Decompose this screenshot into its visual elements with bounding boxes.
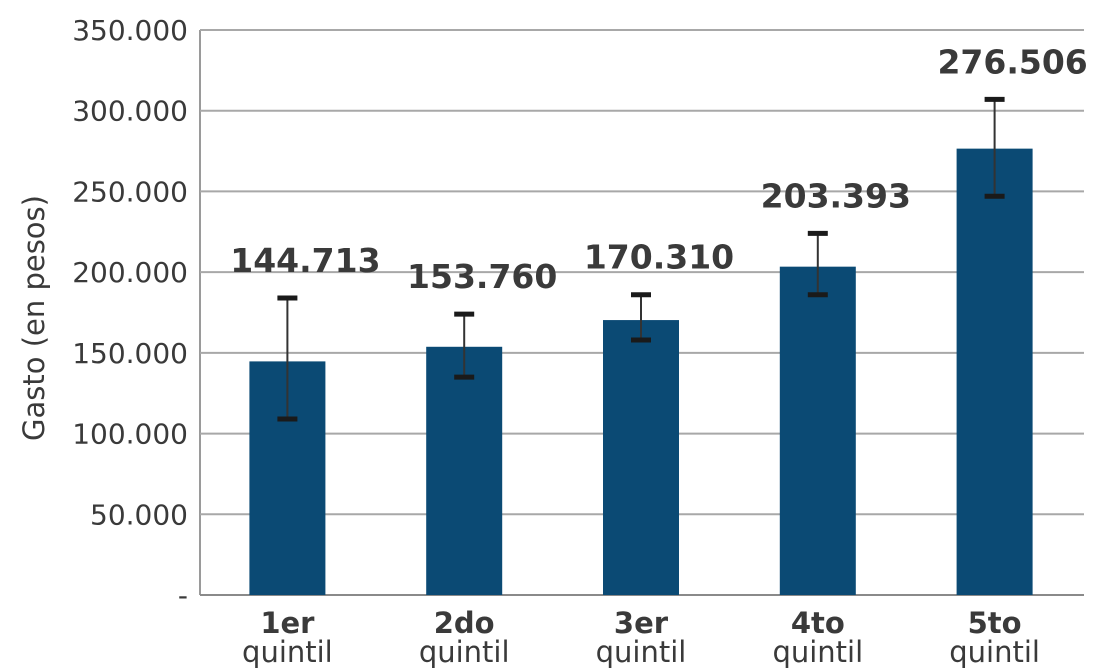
y-tick-label: 200.000	[72, 256, 188, 289]
x-category-sublabel: quintil	[419, 635, 510, 669]
y-tick-label: 300.000	[72, 95, 188, 128]
data-label: 170.310	[584, 238, 734, 277]
data-label: 144.713	[230, 241, 380, 280]
bar	[779, 266, 856, 595]
y-axis-label: Gasto (en pesos)	[17, 195, 51, 441]
data-label: 276.506	[937, 42, 1087, 81]
y-tick-label: 50.000	[90, 498, 188, 531]
x-category-sublabel: quintil	[772, 635, 863, 669]
y-tick-label: 350.000	[72, 14, 188, 47]
x-category-label: 4to	[791, 606, 845, 640]
bars	[249, 148, 1033, 595]
x-category-sublabel: quintil	[242, 635, 333, 669]
bar	[603, 320, 679, 595]
y-tick-label: 250.000	[72, 175, 188, 208]
x-category-label: 2do	[434, 606, 495, 640]
error-bars	[277, 96, 1005, 422]
y-axis-ticks: - 50.000 100.000 150.000 200.000 250.000 300.0…	[72, 14, 188, 612]
x-category-label: 3er	[614, 606, 669, 640]
data-labels: 144.713 153.760 170.310 203.393 276.506	[230, 42, 1088, 296]
y-tick-label: 150.000	[72, 337, 188, 370]
x-category-label: 1er	[260, 606, 315, 640]
y-tick-label: 100.000	[72, 418, 188, 451]
data-label: 153.760	[407, 257, 557, 296]
x-category-sublabel: quintil	[596, 635, 687, 669]
bar	[956, 148, 1033, 595]
y-tick-label: -	[178, 579, 188, 612]
data-label: 203.393	[761, 176, 911, 215]
x-category-label: 5to	[968, 606, 1022, 640]
x-axis-categories: 1erquintil2doquintil3erquintil4toquintil…	[242, 606, 1040, 669]
x-category-sublabel: quintil	[949, 635, 1040, 669]
bar	[426, 346, 503, 595]
